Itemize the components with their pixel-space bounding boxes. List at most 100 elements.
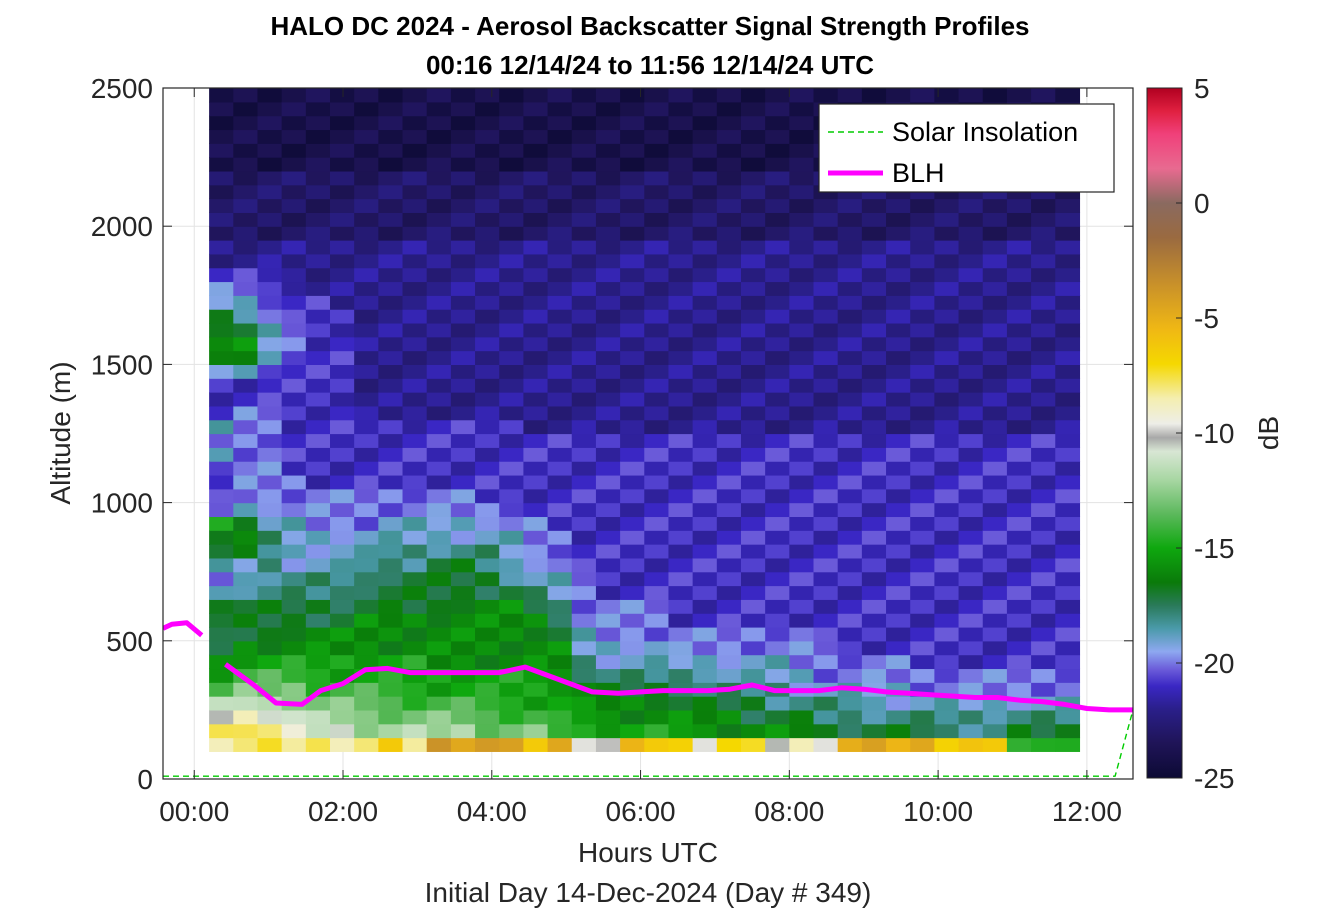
heat-cell bbox=[1055, 226, 1081, 241]
heat-cell bbox=[1006, 226, 1032, 241]
heat-cell bbox=[305, 115, 331, 131]
heat-cell bbox=[982, 585, 1008, 600]
heat-cell bbox=[668, 281, 694, 296]
heat-cell bbox=[257, 709, 283, 725]
heat-cell bbox=[402, 599, 428, 614]
heat-cell bbox=[1031, 295, 1056, 310]
heat-cell bbox=[620, 336, 645, 352]
heat-cell bbox=[209, 350, 234, 365]
heat-cell bbox=[354, 502, 379, 518]
heat-cell bbox=[547, 392, 573, 407]
heat-cell bbox=[886, 405, 911, 421]
heat-cell bbox=[886, 461, 911, 476]
heat-cell bbox=[330, 433, 355, 448]
heat-cell bbox=[523, 336, 549, 352]
heat-cell bbox=[499, 613, 525, 628]
heat-cell bbox=[765, 461, 790, 476]
heat-cell bbox=[547, 364, 573, 379]
heat-cell bbox=[934, 405, 960, 421]
heat-cell bbox=[547, 419, 573, 435]
heat-cell bbox=[209, 668, 234, 683]
heat-cell bbox=[934, 461, 960, 476]
heat-cell bbox=[620, 378, 645, 393]
heat-cell bbox=[716, 170, 742, 186]
solar-insolation-line-0 bbox=[163, 709, 1133, 777]
heat-cell bbox=[765, 737, 790, 752]
heat-cell bbox=[813, 281, 839, 296]
heat-cell bbox=[402, 281, 428, 296]
heat-cell bbox=[958, 253, 984, 269]
heat-cell bbox=[716, 157, 742, 172]
heat-cell bbox=[257, 626, 283, 642]
heat-cell bbox=[523, 682, 549, 697]
heat-cell bbox=[209, 336, 234, 352]
heat-cell bbox=[789, 737, 815, 752]
heat-cell bbox=[740, 143, 766, 158]
heat-cell bbox=[644, 447, 670, 462]
heat-cell bbox=[475, 143, 500, 158]
heat-cell bbox=[740, 350, 766, 365]
heat-cell bbox=[257, 198, 283, 213]
heat-cell bbox=[281, 322, 307, 338]
heat-cell bbox=[982, 613, 1008, 628]
heat-cell bbox=[620, 322, 645, 338]
heat-cell bbox=[668, 696, 694, 711]
heat-cell bbox=[813, 267, 839, 283]
heat-cell bbox=[620, 226, 645, 241]
heat-cell bbox=[910, 281, 935, 296]
y-tick-label: 2000 bbox=[91, 211, 153, 242]
heat-cell bbox=[1055, 599, 1081, 614]
heat-cell bbox=[378, 419, 404, 435]
heat-cell bbox=[886, 364, 911, 379]
heat-cell bbox=[740, 295, 766, 310]
heat-cell bbox=[330, 253, 355, 269]
heat-cell bbox=[886, 378, 911, 393]
heat-cell bbox=[1055, 212, 1081, 227]
heat-cell bbox=[209, 433, 234, 448]
heat-cell bbox=[668, 668, 694, 683]
heat-cell bbox=[668, 654, 694, 670]
heat-cell bbox=[233, 392, 259, 407]
heat-cell bbox=[354, 143, 379, 158]
heat-cell bbox=[1055, 488, 1081, 504]
heat-cell bbox=[547, 281, 573, 296]
heat-cell bbox=[813, 544, 839, 559]
heat-cell bbox=[692, 115, 718, 131]
heat-cell bbox=[1006, 212, 1032, 227]
heat-cell bbox=[547, 143, 573, 158]
heat-cell bbox=[499, 226, 525, 241]
heat-cell bbox=[450, 240, 476, 255]
heat-cell bbox=[330, 488, 355, 504]
heat-cell bbox=[209, 212, 234, 227]
heat-cell bbox=[910, 599, 935, 614]
heat-cell bbox=[523, 115, 549, 131]
heat-cell bbox=[740, 640, 766, 656]
heat-cell bbox=[861, 599, 887, 614]
heat-cell bbox=[861, 626, 887, 642]
heat-cell bbox=[450, 447, 476, 462]
heat-cell bbox=[837, 488, 863, 504]
heat-cell bbox=[886, 696, 911, 711]
heat-cell bbox=[692, 336, 718, 352]
heat-cell bbox=[330, 461, 355, 476]
heat-cell bbox=[668, 392, 694, 407]
heat-cell bbox=[644, 723, 670, 739]
heat-cell bbox=[281, 281, 307, 296]
heat-cell bbox=[692, 723, 718, 739]
heat-cell bbox=[547, 295, 573, 310]
heat-cell bbox=[354, 709, 379, 725]
heat-cell bbox=[934, 226, 960, 241]
heat-cell bbox=[523, 350, 549, 365]
heat-cell bbox=[837, 198, 863, 213]
heat-cell bbox=[934, 240, 960, 255]
heat-cell bbox=[209, 295, 234, 310]
heat-cell bbox=[209, 226, 234, 241]
heat-cell bbox=[547, 557, 573, 573]
heat-cell bbox=[595, 115, 621, 131]
heat-cell bbox=[402, 696, 428, 711]
heat-cell bbox=[378, 447, 404, 462]
heat-cell bbox=[982, 557, 1008, 573]
heat-cell bbox=[765, 322, 790, 338]
heat-cell bbox=[934, 88, 960, 103]
heat-cell bbox=[595, 267, 621, 283]
